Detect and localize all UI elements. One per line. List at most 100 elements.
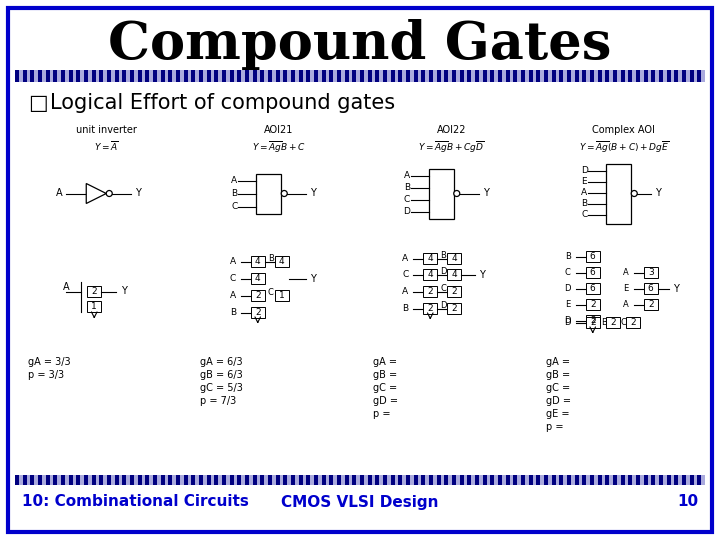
Bar xyxy=(314,70,318,82)
Text: A: A xyxy=(56,188,63,199)
Bar xyxy=(670,475,675,485)
Bar xyxy=(230,475,233,485)
Bar xyxy=(114,70,119,82)
Bar xyxy=(210,70,215,82)
Bar xyxy=(68,475,73,485)
Bar xyxy=(448,70,452,82)
Bar xyxy=(142,475,145,485)
Bar xyxy=(647,475,652,485)
Text: 1: 1 xyxy=(91,302,97,311)
Bar xyxy=(682,475,686,485)
Bar xyxy=(153,475,157,485)
Bar xyxy=(126,70,130,82)
Bar xyxy=(145,475,149,485)
Bar xyxy=(598,475,601,485)
Circle shape xyxy=(454,191,460,197)
Bar xyxy=(322,70,325,82)
Bar xyxy=(606,317,620,328)
Bar xyxy=(329,70,333,82)
Bar xyxy=(199,475,203,485)
Bar xyxy=(652,70,655,82)
Bar xyxy=(53,475,57,485)
Bar xyxy=(80,475,84,485)
Bar xyxy=(601,70,606,82)
Bar xyxy=(494,70,498,82)
Text: B: B xyxy=(402,304,408,313)
Bar xyxy=(276,475,279,485)
Bar xyxy=(333,475,337,485)
Bar xyxy=(644,283,658,294)
Bar xyxy=(423,286,437,297)
Bar xyxy=(96,70,99,82)
Bar xyxy=(203,475,207,485)
Bar xyxy=(521,70,525,82)
Text: A: A xyxy=(230,257,236,266)
Bar xyxy=(391,70,395,82)
Text: 2: 2 xyxy=(255,291,261,300)
Bar xyxy=(690,70,693,82)
Bar xyxy=(609,70,613,82)
Bar xyxy=(99,70,103,82)
Bar xyxy=(433,70,436,82)
Bar xyxy=(552,475,556,485)
Bar xyxy=(65,70,68,82)
Bar xyxy=(88,70,91,82)
Bar xyxy=(268,70,272,82)
Bar xyxy=(19,475,22,485)
Bar xyxy=(287,70,291,82)
Bar xyxy=(467,70,471,82)
Bar xyxy=(659,70,663,82)
Bar xyxy=(567,70,571,82)
Text: 2: 2 xyxy=(590,300,595,309)
Bar xyxy=(571,70,575,82)
Bar xyxy=(575,70,578,82)
Bar xyxy=(693,70,698,82)
Bar xyxy=(433,475,436,485)
Bar xyxy=(540,475,544,485)
Text: A: A xyxy=(404,171,410,180)
Bar xyxy=(456,70,459,82)
Bar xyxy=(157,475,161,485)
Bar xyxy=(34,475,38,485)
Text: 3: 3 xyxy=(648,268,654,277)
Text: 4: 4 xyxy=(255,274,261,283)
Bar xyxy=(368,70,372,82)
Bar xyxy=(241,70,245,82)
Bar xyxy=(428,168,454,219)
Bar xyxy=(655,70,659,82)
Bar xyxy=(38,475,42,485)
Bar xyxy=(161,475,164,485)
Bar xyxy=(103,475,107,485)
Bar xyxy=(249,475,253,485)
Text: A: A xyxy=(402,287,408,296)
Bar xyxy=(275,290,289,301)
Bar xyxy=(640,475,644,485)
Text: A: A xyxy=(230,291,236,300)
Bar xyxy=(698,70,701,82)
Bar xyxy=(310,70,314,82)
Text: 2: 2 xyxy=(91,287,97,296)
Text: E: E xyxy=(623,284,629,293)
Text: D: D xyxy=(440,267,446,276)
Bar xyxy=(61,475,65,485)
Bar xyxy=(318,475,322,485)
Bar xyxy=(632,70,636,82)
Bar xyxy=(502,70,505,82)
Text: A: A xyxy=(623,268,629,277)
Bar xyxy=(356,70,360,82)
Bar xyxy=(426,475,429,485)
Bar xyxy=(479,70,482,82)
Text: gC =: gC = xyxy=(373,383,397,393)
Bar xyxy=(482,475,487,485)
Bar xyxy=(444,70,448,82)
Bar xyxy=(130,70,134,82)
Bar xyxy=(426,70,429,82)
Bar xyxy=(586,315,600,326)
Bar xyxy=(536,70,540,82)
Bar xyxy=(686,475,690,485)
Bar xyxy=(456,475,459,485)
Bar xyxy=(590,70,594,82)
Bar xyxy=(111,70,114,82)
Bar xyxy=(226,70,230,82)
Bar xyxy=(452,475,456,485)
